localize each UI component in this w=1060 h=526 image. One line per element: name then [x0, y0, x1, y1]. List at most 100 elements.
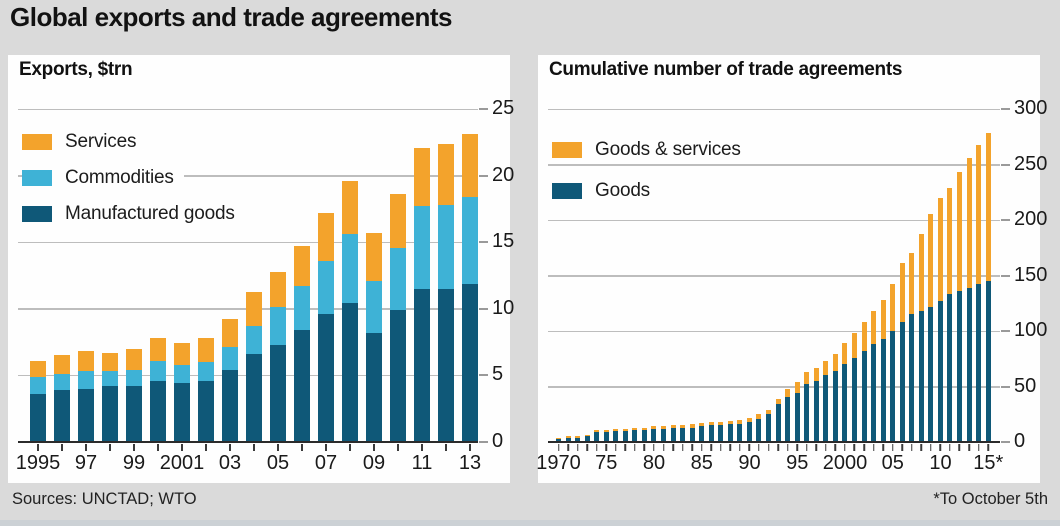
bar-segment	[727, 424, 733, 442]
bar-segment	[575, 437, 581, 442]
gridline	[548, 386, 1000, 388]
y-tick	[1001, 441, 1010, 443]
bar-segment	[794, 393, 800, 442]
gridline	[18, 108, 478, 110]
bar-segment	[956, 291, 962, 442]
x-tick	[796, 444, 798, 451]
bottom-strip	[0, 520, 1060, 526]
bar-segment	[661, 426, 667, 429]
x-tick	[397, 444, 399, 451]
x-tick	[181, 444, 183, 451]
x-tick	[277, 444, 279, 451]
x-tick	[421, 444, 423, 451]
bar-segment	[966, 157, 972, 288]
y-tick	[479, 441, 488, 443]
bar-segment	[594, 432, 600, 442]
bar-segment	[198, 338, 214, 363]
bar-1980	[651, 426, 657, 451]
bar-segment	[126, 386, 142, 442]
bar-1997	[813, 367, 819, 451]
bar-segment	[246, 291, 262, 327]
x-tick	[672, 444, 674, 451]
x-axis-label: 75	[595, 452, 618, 474]
bar-1975	[603, 429, 609, 451]
x-tick	[349, 444, 351, 451]
bar-segment	[699, 426, 705, 442]
x-tick	[605, 444, 607, 451]
bar-segment	[641, 429, 647, 442]
x-axis-label: 15*	[973, 452, 1004, 474]
y-tick	[1001, 385, 1010, 388]
bar-segment	[150, 338, 166, 361]
x-axis-label: 03	[218, 452, 242, 474]
bar-segment	[294, 330, 310, 442]
bar-segment	[54, 390, 70, 442]
bar-segment	[54, 355, 70, 375]
bar-segment	[438, 288, 454, 442]
bars-group	[548, 133, 1008, 451]
bar-segment	[246, 326, 262, 355]
bar-segment	[150, 360, 166, 381]
bar-1986	[708, 422, 714, 451]
bar-segment	[462, 196, 478, 284]
legend: Services Commodities Manufactured goods	[22, 131, 245, 239]
bar-2009	[366, 232, 382, 451]
bar-segment	[150, 380, 166, 442]
bar-segment	[270, 307, 286, 345]
bar-segment	[871, 344, 877, 442]
x-tick	[767, 444, 770, 451]
bar-segment	[294, 246, 310, 287]
bar-segment	[318, 314, 334, 442]
x-tick	[700, 444, 703, 451]
bars-group	[18, 134, 490, 451]
x-tick	[567, 444, 569, 451]
bar-1978	[632, 427, 638, 451]
y-axis-label: 100	[1014, 319, 1048, 341]
bar-segment	[842, 364, 848, 442]
bar-2007	[318, 212, 334, 451]
bar-segment	[766, 409, 772, 415]
bar-segment	[937, 197, 943, 302]
bar-segment	[438, 204, 454, 289]
bar-2003	[222, 319, 238, 451]
x-tick	[653, 444, 655, 451]
gridline	[548, 164, 1000, 166]
bar-segment	[842, 343, 848, 365]
bar-2013	[462, 134, 478, 451]
bar-segment	[680, 427, 686, 442]
x-axis-label: 05	[881, 452, 904, 474]
legend-item: Services	[22, 131, 147, 153]
x-tick	[595, 444, 598, 451]
bar-segment	[594, 429, 600, 433]
x-tick	[325, 444, 327, 451]
bar-segment	[661, 428, 667, 442]
y-tick	[1001, 163, 1010, 166]
y-axis-label: 300	[1014, 97, 1048, 119]
legend-item: Goods	[552, 180, 660, 202]
bar-segment	[613, 428, 619, 431]
bar-segment	[918, 234, 924, 312]
x-tick	[968, 444, 970, 451]
bar-segment	[102, 386, 118, 442]
bar-segment	[126, 370, 142, 387]
bar-segment	[632, 429, 638, 442]
x-tick	[253, 444, 255, 451]
bar-segment	[603, 429, 609, 433]
bar-segment	[318, 260, 334, 315]
x-axis-label: 10	[929, 452, 952, 474]
x-tick	[586, 444, 588, 451]
bar-1995	[794, 382, 800, 451]
x-axis-label: 11	[411, 452, 433, 474]
bar-1984	[689, 424, 695, 451]
x-tick	[958, 444, 961, 451]
bar-2013	[966, 157, 972, 451]
legend-swatch	[22, 134, 52, 150]
y-axis-label: 10	[492, 296, 515, 319]
y-axis-label: 0	[1014, 430, 1026, 452]
bar-segment	[937, 301, 943, 442]
gridline	[18, 175, 478, 177]
y-tick	[479, 374, 488, 377]
bar-segment	[794, 382, 800, 394]
bar-segment	[342, 180, 358, 235]
x-axis-label: 2001	[159, 452, 205, 474]
